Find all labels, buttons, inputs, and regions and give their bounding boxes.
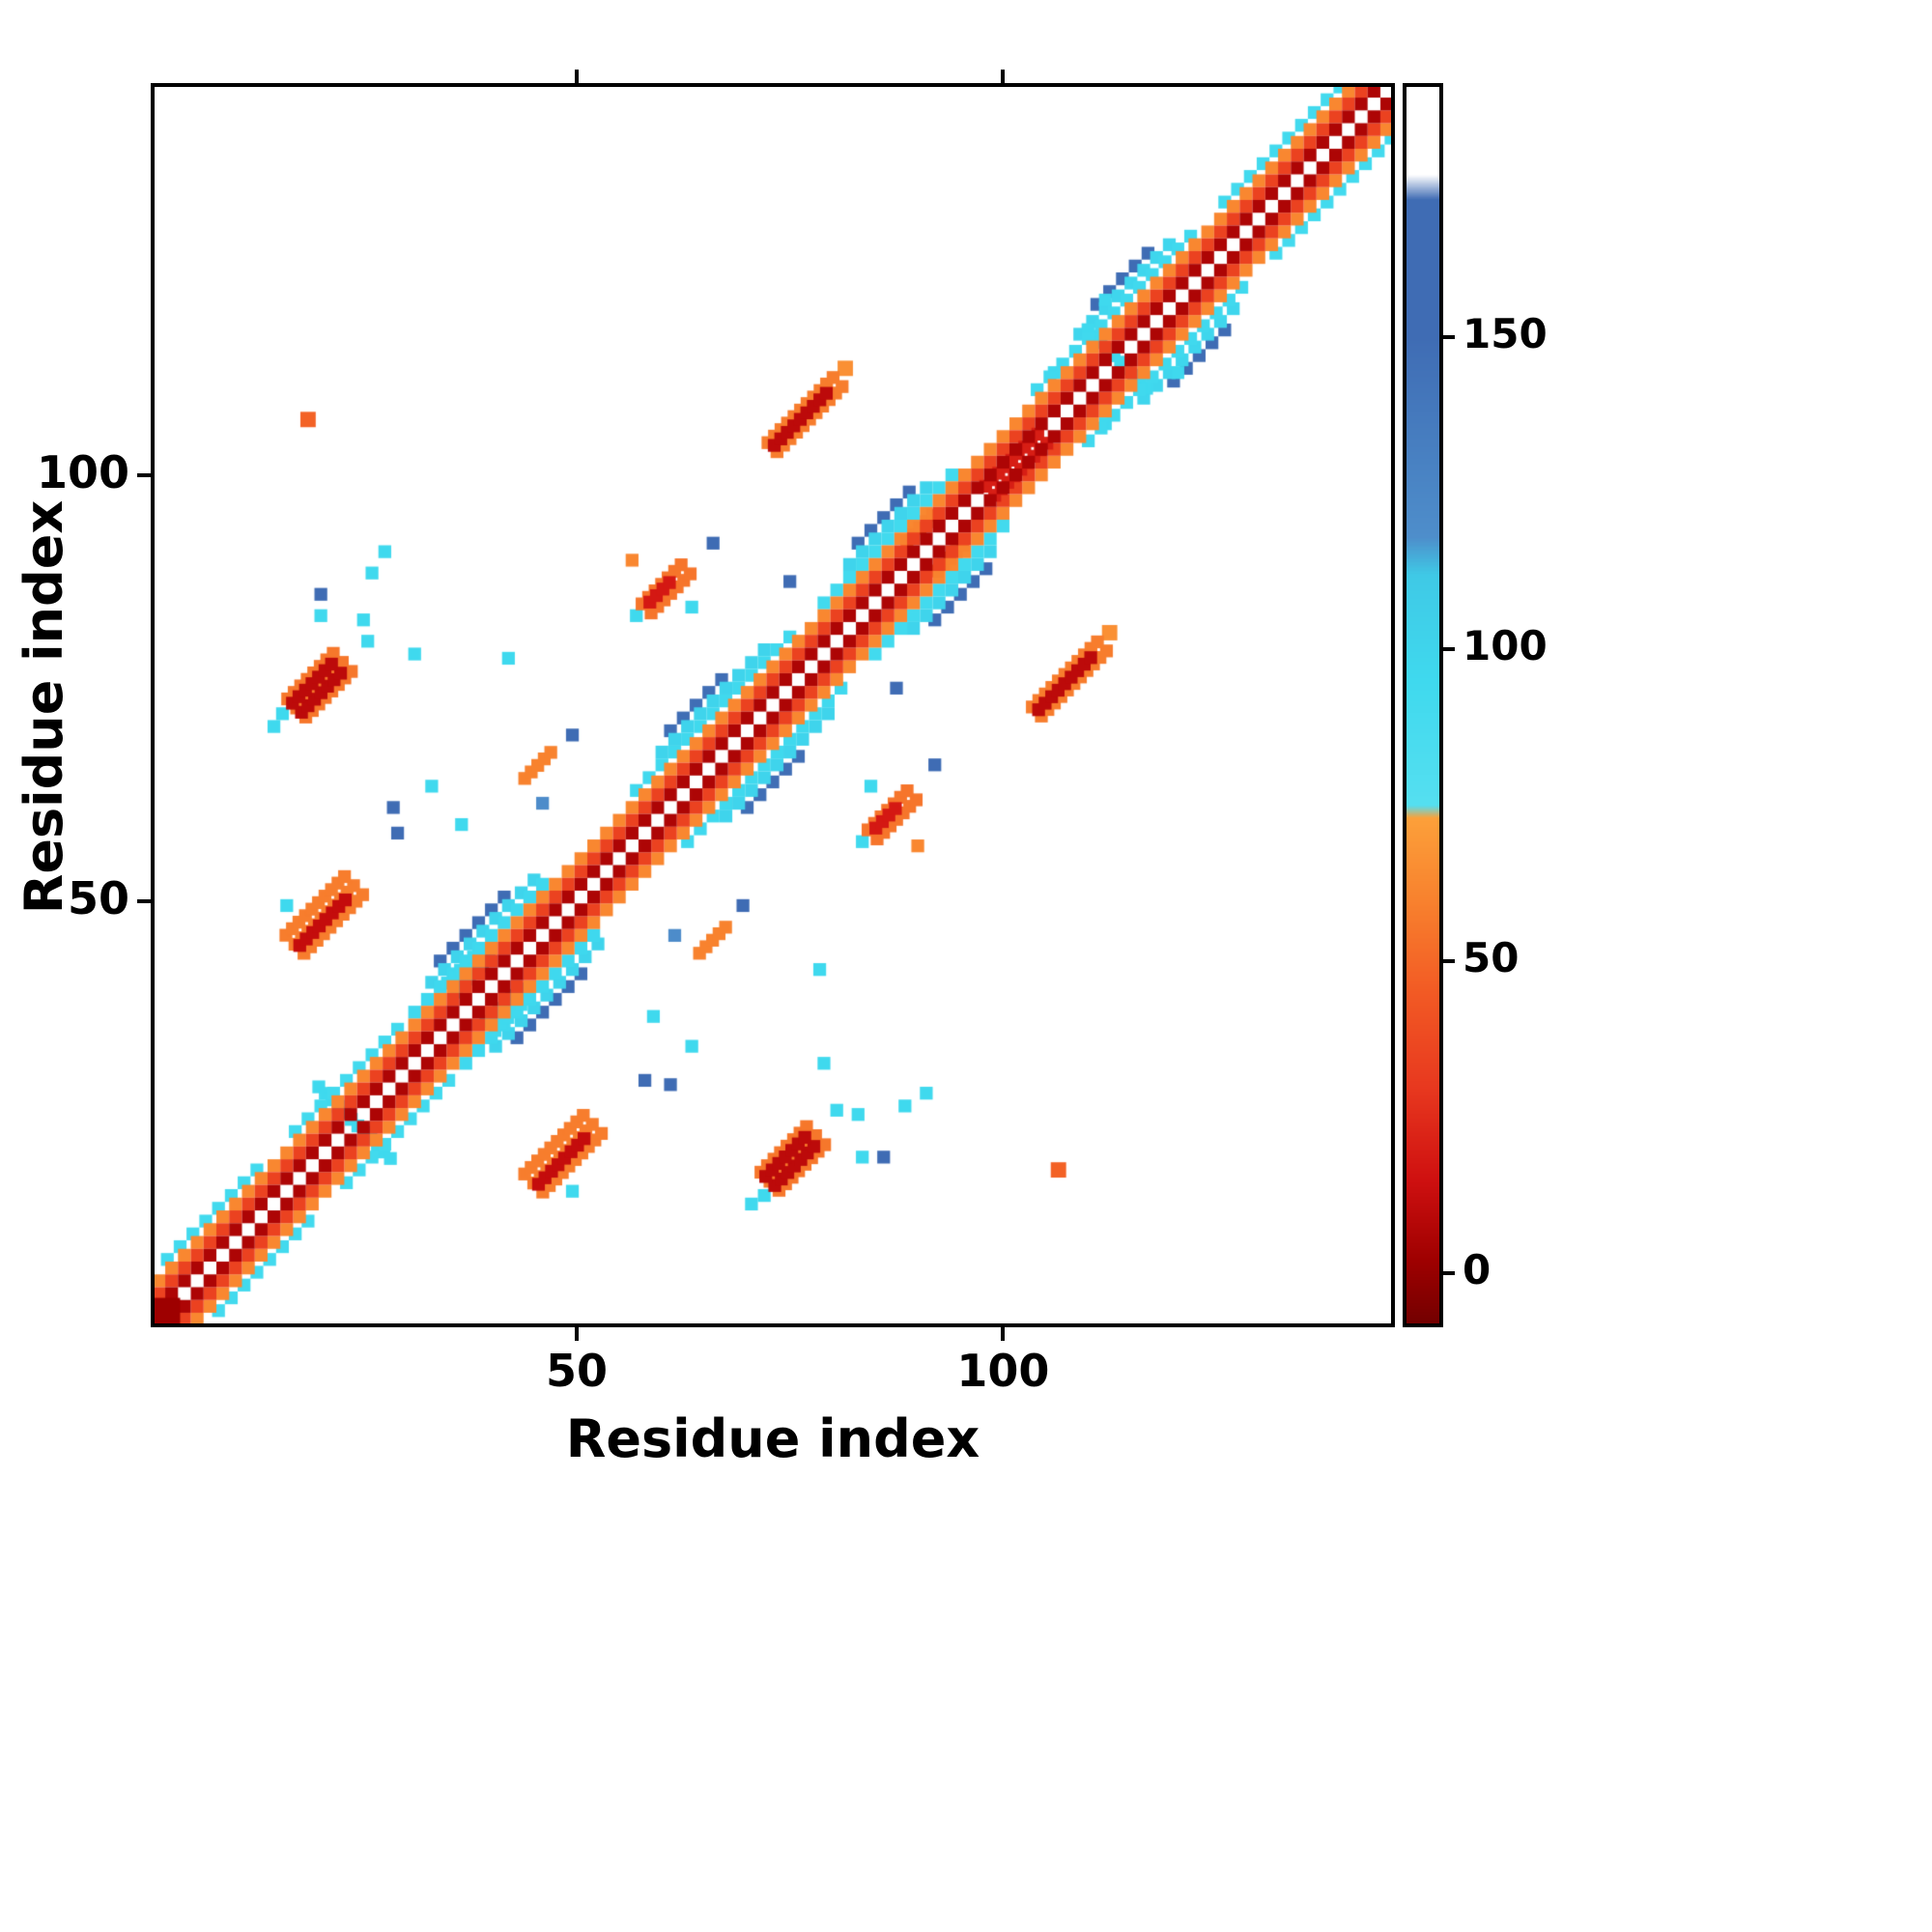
colorbar-tick: [1439, 959, 1455, 964]
y-tick-label: 50: [67, 872, 129, 925]
y-axis-tick: [137, 899, 155, 904]
colorbar-tick-label: 150: [1463, 309, 1548, 357]
colorbar-tick: [1439, 1271, 1455, 1276]
plot-frame: [151, 83, 1395, 1327]
colorbar-tick-label: 100: [1463, 621, 1548, 669]
x-axis-label: Residue index: [565, 1408, 980, 1469]
x-axis-tick: [574, 1323, 579, 1341]
x-axis-top-tick: [1001, 70, 1006, 87]
x-axis-tick: [1001, 1323, 1006, 1341]
y-axis-tick: [137, 472, 155, 477]
colorbar-frame: [1403, 83, 1443, 1327]
y-axis-label: Residue index: [14, 499, 74, 915]
colorbar-tick-label: 0: [1463, 1246, 1492, 1294]
y-tick-label: 100: [36, 445, 129, 498]
x-tick-label: 50: [545, 1345, 608, 1397]
colorbar-canvas: [1406, 87, 1439, 1323]
colorbar-tick-label: 50: [1463, 934, 1520, 982]
heatmap-canvas: [155, 87, 1391, 1323]
colorbar-tick: [1439, 334, 1455, 339]
colorbar-tick: [1439, 646, 1455, 651]
x-axis-top-tick: [574, 70, 579, 87]
x-tick-label: 100: [956, 1345, 1050, 1397]
